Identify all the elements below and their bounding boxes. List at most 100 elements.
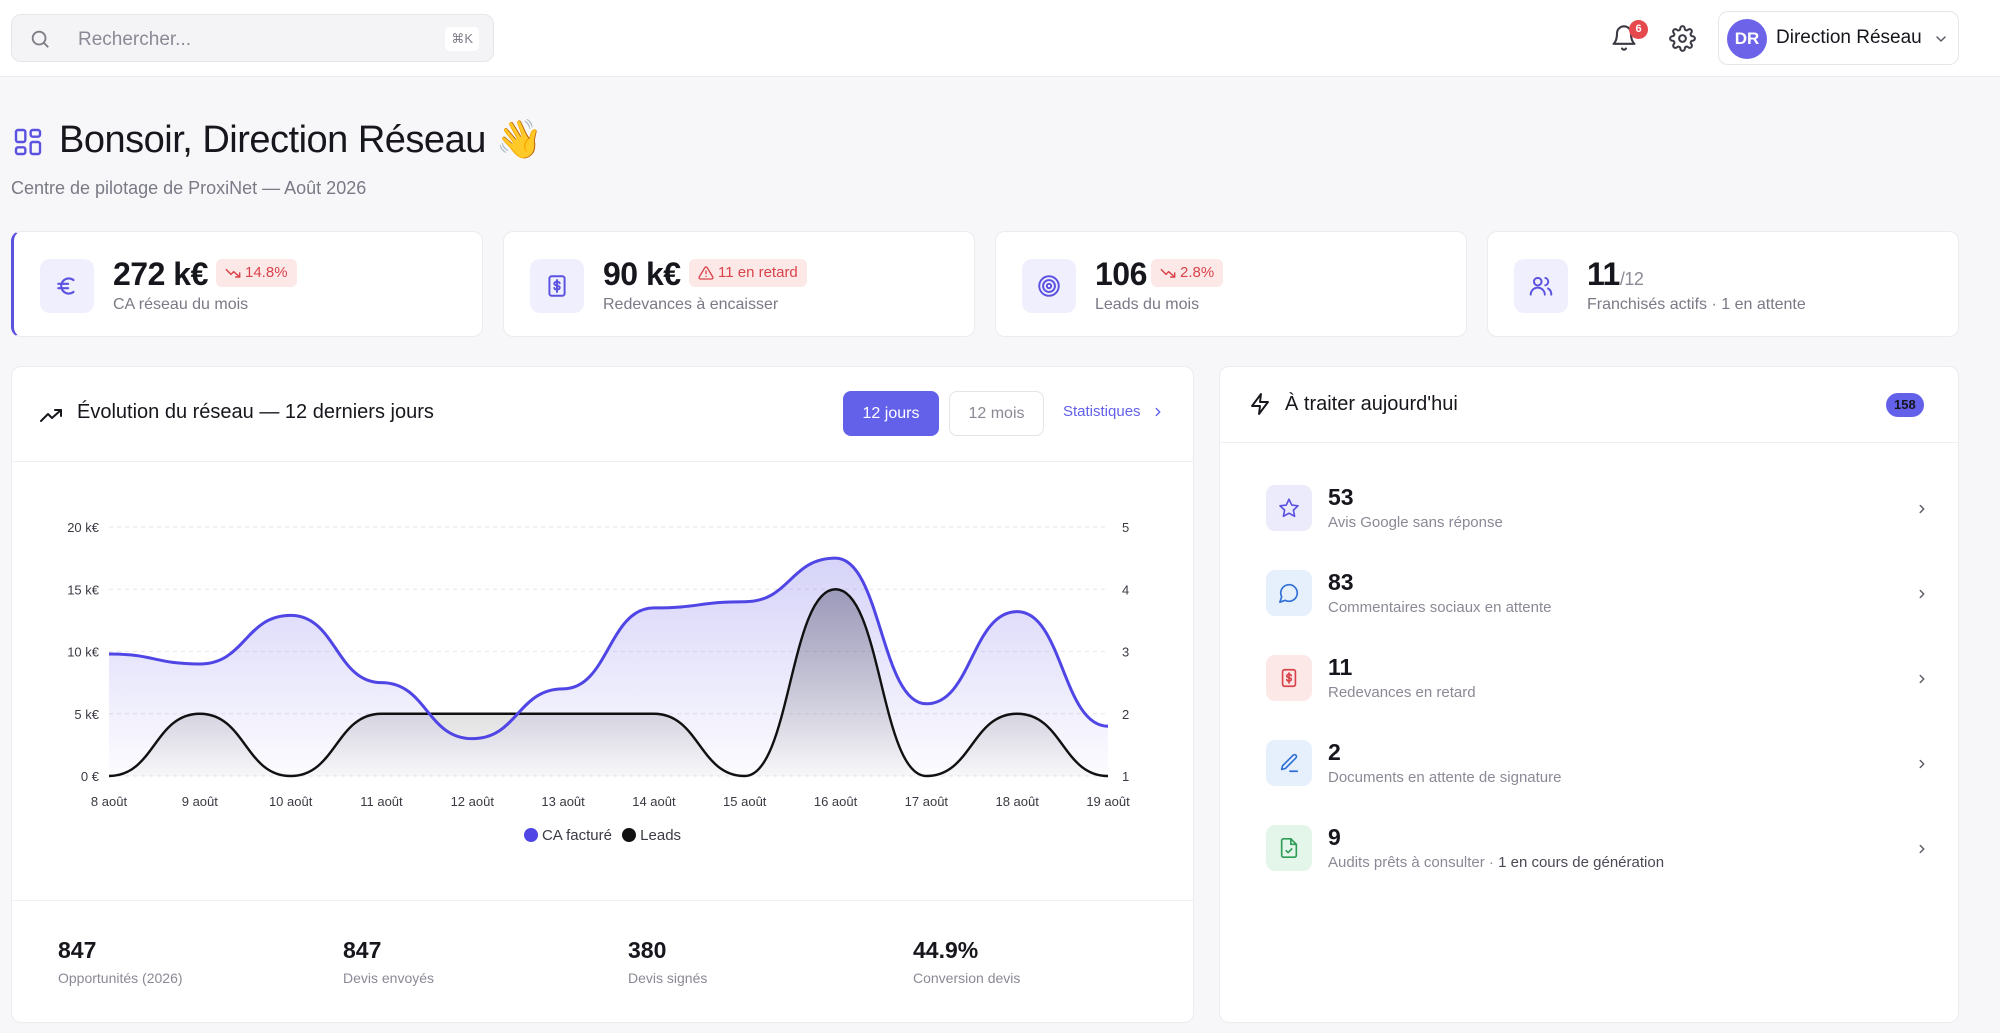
stat-label: Devis signés bbox=[628, 970, 708, 986]
search-input[interactable]: Rechercher... bbox=[78, 29, 191, 50]
invoice-icon bbox=[530, 259, 584, 313]
x-tick-label: 8 août bbox=[91, 794, 128, 809]
avatar: DR bbox=[1727, 19, 1767, 59]
today-title: À traiter aujourd'hui bbox=[1285, 393, 1458, 415]
y-left-tick-label: 10 k€ bbox=[67, 645, 100, 660]
task-audits[interactable]: 9 Audits prêts à consulter · 1 en cours … bbox=[1246, 814, 1936, 886]
search-box[interactable]: Rechercher... ⌘K bbox=[11, 14, 494, 62]
kpi-card-redevances[interactable]: 90 k€ 11 en retard Redevances à encaisse… bbox=[503, 231, 975, 337]
user-menu[interactable]: DR Direction Réseau bbox=[1718, 11, 1959, 65]
statistics-link[interactable]: Statistiques bbox=[1063, 403, 1165, 420]
users-icon bbox=[1514, 259, 1568, 313]
task-label: Documents en attente de signature bbox=[1328, 769, 1562, 786]
warning-icon bbox=[698, 265, 714, 281]
stat-label: Conversion devis bbox=[913, 970, 1021, 986]
y-left-tick-label: 20 k€ bbox=[67, 520, 100, 535]
page-title: Bonsoir, Direction Réseau 👋 bbox=[59, 118, 543, 162]
legend-item-leads[interactable]: Leads bbox=[622, 827, 681, 844]
chart-legend: CA facturé Leads bbox=[12, 827, 1193, 844]
y-left-tick-label: 0 € bbox=[81, 769, 100, 784]
task-commentaires-sociaux[interactable]: 83 Commentaires sociaux en attente bbox=[1246, 559, 1936, 631]
stat-value: 847 bbox=[343, 937, 382, 963]
stat-value: 44.9% bbox=[913, 937, 979, 963]
y-right-tick-label: 4 bbox=[1122, 582, 1129, 597]
notification-badge: 6 bbox=[1629, 20, 1648, 39]
task-label: Audits prêts à consulter · 1 en cours de… bbox=[1328, 854, 1665, 871]
pen-icon bbox=[1266, 740, 1312, 786]
y-left-tick-label: 15 k€ bbox=[67, 582, 100, 597]
y-right-tick-label: 1 bbox=[1122, 769, 1129, 784]
chevron-right-icon bbox=[1915, 587, 1929, 601]
kpi-trend-badge: 2.8% bbox=[1151, 259, 1224, 287]
statistics-link-label: Statistiques bbox=[1063, 403, 1141, 420]
search-shortcut: ⌘K bbox=[445, 27, 479, 51]
notifications-button[interactable]: 6 bbox=[1610, 20, 1648, 54]
range-12-days-button[interactable]: 12 jours bbox=[843, 391, 939, 436]
task-value: 9 bbox=[1328, 824, 1341, 850]
x-tick-label: 15 août bbox=[723, 794, 767, 809]
legend-swatch bbox=[523, 828, 538, 842]
kpi-label: Franchisés actifs · 1 en attente bbox=[1587, 296, 1806, 313]
chevron-right-icon bbox=[1915, 757, 1929, 771]
evolution-panel: Évolution du réseau — 12 derniers jours … bbox=[11, 366, 1194, 1023]
kpi-trend-badge: 14.8% bbox=[216, 259, 297, 287]
star-icon bbox=[1266, 485, 1312, 531]
range-12-months-button[interactable]: 12 mois bbox=[949, 391, 1044, 436]
kpi-value: 272 k€ bbox=[113, 256, 208, 292]
kpi-value: 106 bbox=[1095, 256, 1147, 292]
evolution-title: Évolution du réseau — 12 derniers jours bbox=[77, 401, 434, 423]
stat-label: Opportunités (2026) bbox=[58, 970, 183, 986]
trending-up-icon bbox=[39, 404, 63, 428]
leads-line bbox=[108, 588, 1109, 778]
legend-item-ca[interactable]: CA facturé bbox=[523, 827, 612, 844]
euro-icon bbox=[40, 259, 94, 313]
task-label: Redevances en retard bbox=[1328, 684, 1476, 701]
x-tick-label: 18 août bbox=[995, 794, 1039, 809]
chevron-right-icon bbox=[1915, 842, 1929, 856]
task-documents-signature[interactable]: 2 Documents en attente de signature bbox=[1246, 729, 1936, 801]
today-panel: À traiter aujourd'hui 158 53 Avis Google… bbox=[1219, 366, 1959, 1023]
x-tick-label: 14 août bbox=[632, 794, 676, 809]
dashboard-icon bbox=[12, 126, 44, 158]
x-tick-label: 19 août bbox=[1086, 794, 1130, 809]
task-value: 2 bbox=[1328, 739, 1341, 765]
evolution-header: Évolution du réseau — 12 derniers jours … bbox=[12, 367, 1193, 462]
x-tick-label: 10 août bbox=[269, 794, 313, 809]
x-tick-label: 17 août bbox=[905, 794, 949, 809]
trend-down-icon bbox=[1160, 265, 1176, 281]
kpi-card-leads[interactable]: 106 2.8% Leads du mois bbox=[995, 231, 1467, 337]
y-right-tick-label: 3 bbox=[1122, 645, 1129, 660]
chevron-right-icon bbox=[1915, 672, 1929, 686]
stat-devis-envoyes: 847 Devis envoyés bbox=[343, 937, 434, 986]
task-value: 83 bbox=[1328, 569, 1354, 595]
kpi-value: 11/12 bbox=[1587, 256, 1644, 292]
chevron-right-icon bbox=[1155, 407, 1161, 417]
legend-swatch bbox=[622, 828, 637, 842]
kpi-warning-badge: 11 en retard bbox=[689, 259, 807, 287]
kpi-label: CA réseau du mois bbox=[113, 296, 249, 313]
x-tick-label: 13 août bbox=[541, 794, 585, 809]
gear-icon bbox=[1669, 25, 1697, 52]
page-subtitle: Centre de pilotage de ProxiNet — Août 20… bbox=[11, 178, 367, 198]
kpi-card-franchises[interactable]: 11/12 Franchisés actifs · 1 en attente bbox=[1487, 231, 1959, 337]
y-left-tick-label: 5 k€ bbox=[74, 707, 99, 722]
today-count-badge: 158 bbox=[1886, 393, 1924, 417]
ca-line bbox=[108, 556, 1109, 741]
stat-conversion: 44.9% Conversion devis bbox=[913, 937, 1020, 986]
kpi-card-ca[interactable]: 272 k€ 14.8% CA réseau du mois bbox=[11, 231, 483, 337]
bell-icon bbox=[1610, 24, 1640, 52]
task-avis-google[interactable]: 53 Avis Google sans réponse bbox=[1246, 474, 1936, 546]
top-bar: Rechercher... ⌘K 6 DR Direction Réseau bbox=[0, 0, 2000, 77]
task-value: 11 bbox=[1328, 654, 1353, 680]
kpi-label: Redevances à encaisser bbox=[603, 296, 779, 313]
kpi-value: 90 k€ bbox=[603, 256, 681, 292]
task-redevances-retard[interactable]: 11 Redevances en retard bbox=[1246, 644, 1936, 716]
chat-icon bbox=[1266, 570, 1312, 616]
stat-label: Devis envoyés bbox=[343, 970, 435, 986]
settings-button[interactable] bbox=[1669, 25, 1697, 53]
x-tick-label: 12 août bbox=[451, 794, 495, 809]
stat-value: 380 bbox=[628, 937, 667, 963]
stat-opportunites: 847 Opportunités (2026) bbox=[58, 937, 183, 986]
y-right-tick-label: 5 bbox=[1122, 520, 1129, 535]
x-tick-label: 9 août bbox=[182, 794, 219, 809]
